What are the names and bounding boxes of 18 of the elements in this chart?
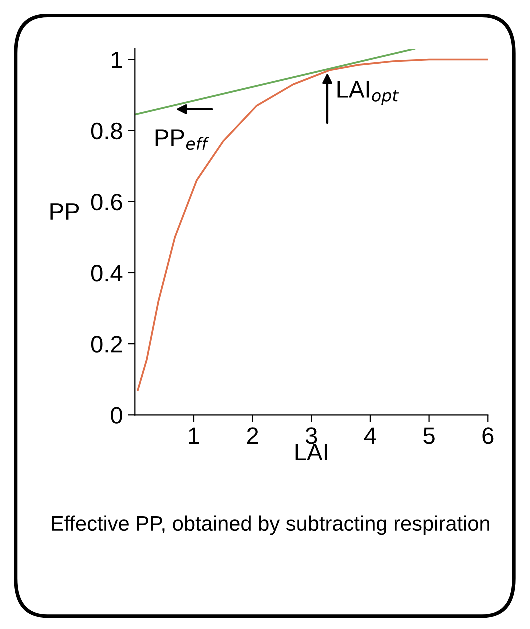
text: Effective PP, obtained by subtracting respiration	[52, 516, 490, 536]
x-tick-label: 1	[189, 428, 200, 444]
x-tick-label: 6	[482, 428, 494, 444]
y-axis-title: PP	[50, 204, 80, 220]
y-tick-label: 0	[111, 407, 122, 424]
y-tick-label: 1	[112, 52, 122, 68]
y-tick-label: 0.4	[91, 265, 123, 282]
x-axis-title: LAI	[296, 444, 328, 461]
line-series	[137, 58, 488, 392]
x-tick-label: 5	[424, 428, 435, 444]
x-tick-label: 4	[364, 428, 376, 444]
y-tick-label: 0.6	[91, 194, 122, 211]
y-tick-label: 0.8	[91, 122, 122, 140]
x-tick-label: 3	[306, 428, 318, 444]
annotation: PP$_{eff}$	[156, 130, 210, 150]
annotation: LAI$_{opt}$	[338, 82, 400, 106]
y-tick-label: 0.2	[91, 336, 122, 353]
x-tick-label: 2	[247, 428, 258, 444]
